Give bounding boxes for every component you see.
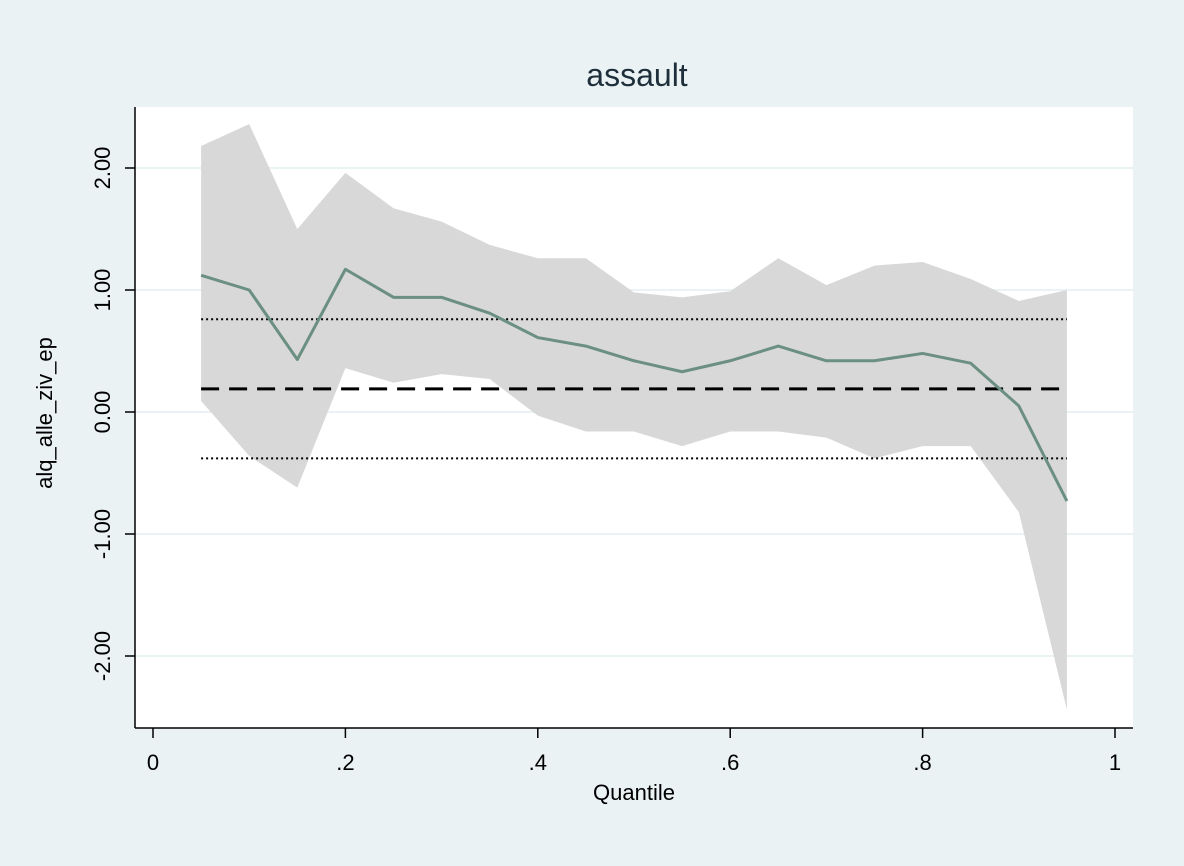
y-axis-label: alq_alle_ziv_ep xyxy=(32,337,57,489)
y-tick-label: -2.00 xyxy=(90,631,115,681)
chart-title: assault xyxy=(586,57,688,93)
x-tick-label: .6 xyxy=(721,750,739,775)
reference-lines xyxy=(201,318,1067,460)
y-tick-label: 2.00 xyxy=(90,147,115,190)
x-tick-label: 0 xyxy=(147,750,159,775)
y-tick-label: 0.00 xyxy=(90,391,115,434)
x-tick-label: .4 xyxy=(529,750,547,775)
x-tick-label: .2 xyxy=(336,750,354,775)
confidence-band-area xyxy=(201,124,1067,710)
tick-labels: 0 .2 .4 .6 .8 1 -2.00 -1.00 0.00 1.00 2.00 xyxy=(90,147,1121,775)
y-tick-label: 1.00 xyxy=(90,269,115,312)
series-lines xyxy=(200,267,1069,502)
x-axis-label: Quantile xyxy=(593,780,675,805)
y-tick-label: -1.00 xyxy=(90,509,115,559)
axes xyxy=(125,107,1133,738)
confidence-band xyxy=(201,124,1067,710)
x-tick-label: 1 xyxy=(1109,750,1121,775)
x-tick-label: .8 xyxy=(913,750,931,775)
quantile-estimate-line xyxy=(200,267,1069,502)
